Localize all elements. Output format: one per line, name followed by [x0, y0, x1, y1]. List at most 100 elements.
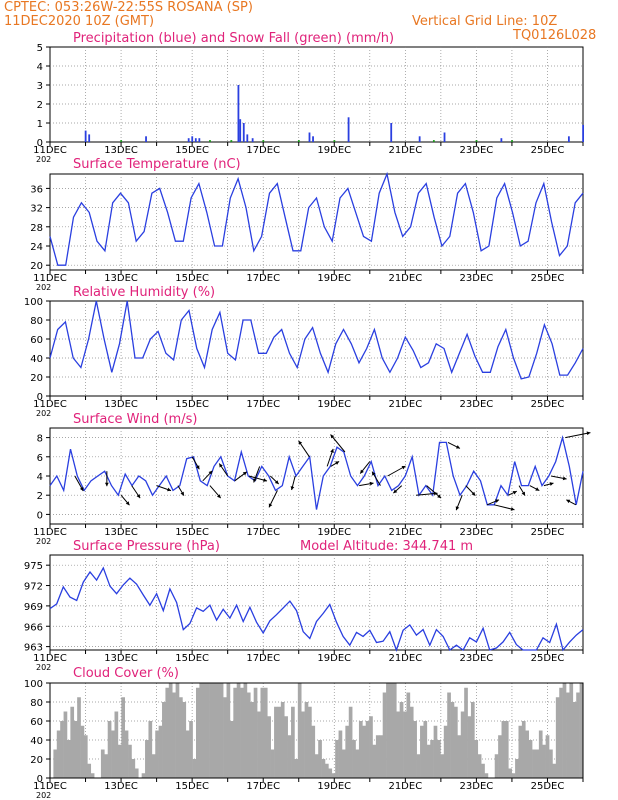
x-tick-label: 21DEC	[388, 527, 422, 538]
wind-arrow-head	[512, 490, 517, 495]
cloud-bar	[474, 740, 479, 778]
cloud-bar	[328, 768, 333, 778]
precip-bar	[567, 136, 570, 142]
panel-title: Surface Temperature (nC)	[73, 157, 241, 172]
cloud-bar	[70, 706, 75, 778]
cloud-bar	[162, 702, 166, 778]
cloud-bar	[277, 706, 282, 778]
x-tick-year: 202	[36, 537, 51, 546]
cloud-bar	[233, 687, 238, 778]
panel-frame	[49, 46, 584, 143]
wind-arrow-head	[586, 431, 591, 436]
x-tick-label: 11DEC	[33, 653, 67, 664]
x-tick-label: 11DEC	[33, 781, 67, 792]
cloud-bar	[494, 754, 499, 778]
y-tick-label: 24	[30, 242, 43, 253]
y-tick-label: 28	[30, 223, 43, 234]
x-tick-label: 11DEC	[33, 399, 67, 410]
panel-title: Surface Pressure (hPa)	[73, 539, 220, 554]
cloud-bar	[131, 759, 136, 778]
x-tick-year: 202	[36, 409, 51, 418]
model-code: TQ0126L028	[513, 28, 597, 43]
cloud-bar	[294, 759, 299, 778]
cloud-bar	[426, 744, 431, 778]
x-tick-label: 25DEC	[531, 399, 565, 410]
cloud-bar	[375, 735, 380, 778]
precip-bar	[347, 117, 350, 142]
grid-note: Vertical Grid Line: 10Z	[412, 14, 558, 29]
series-line	[49, 171, 584, 266]
location-title: CPTEC: 053:26W-22:55S ROSANA (SP)	[4, 0, 253, 15]
cloud-bar	[179, 697, 183, 778]
cloud-bar	[341, 749, 346, 778]
y-tick-label: 0	[37, 392, 43, 403]
x-tick-label: 23DEC	[460, 399, 494, 410]
cloud-bar	[576, 692, 580, 778]
x-tick-label: 25DEC	[531, 527, 565, 538]
wind-arrow	[565, 432, 591, 439]
precip-bar	[312, 136, 314, 142]
cloud-bar	[525, 730, 529, 778]
cloud-bar	[250, 702, 254, 778]
cloud-bar	[155, 730, 159, 778]
wind-arrow-head	[437, 494, 442, 499]
cloud-bar	[572, 702, 577, 778]
y-tick-label: 100	[24, 679, 43, 690]
precip-bar	[582, 124, 584, 142]
wind-arrow	[415, 492, 438, 496]
cloud-bar	[532, 749, 536, 778]
y-tick-label: 3	[37, 81, 43, 92]
panel-title: Cloud Cover (%)	[73, 666, 179, 681]
cloud-bar	[80, 725, 85, 778]
cloud-bar	[498, 735, 502, 778]
x-tick-year: 202	[36, 155, 51, 164]
cloud-bar	[481, 763, 485, 778]
cloud-bar	[413, 721, 417, 778]
y-tick-label: 963	[24, 643, 43, 654]
x-tick-label: 17DEC	[246, 527, 280, 538]
cloud-bar	[545, 735, 550, 778]
cloud-bar	[467, 716, 472, 778]
x-tick-label: 17DEC	[246, 781, 280, 792]
x-tick-label: 13DEC	[104, 653, 138, 664]
x-tick-label: 15DEC	[175, 399, 209, 410]
snow-bar	[209, 140, 211, 142]
cloud-bar	[430, 740, 434, 778]
cloud-bar	[518, 725, 523, 778]
x-tick-label: 21DEC	[388, 653, 422, 664]
x-tick-label: 13DEC	[104, 527, 138, 538]
wind-arrow-head	[268, 503, 273, 508]
cloud-bar	[63, 711, 68, 778]
wind-arrow-head	[274, 480, 279, 484]
cloud-bar	[521, 721, 526, 778]
wind-arrow-head	[216, 494, 221, 499]
x-tick-label: 19DEC	[317, 527, 351, 538]
panel-frame	[49, 682, 584, 779]
cloud-bar	[151, 754, 156, 778]
wind-arrow-head	[455, 445, 460, 449]
precip-bar	[187, 138, 190, 142]
wind-arrow-head	[242, 471, 247, 476]
cloud-bar	[555, 697, 560, 778]
cloud-bar	[579, 683, 584, 778]
y-tick-label: 2	[37, 100, 43, 111]
cloud-bar	[433, 725, 438, 778]
cloud-bar	[443, 725, 448, 778]
x-tick-label: 15DEC	[175, 653, 209, 664]
cloud-bar	[90, 773, 95, 778]
cloud-bar	[437, 740, 441, 778]
cloud-bar	[464, 687, 468, 778]
cloud-bar	[311, 725, 316, 778]
cloud-bar	[511, 773, 516, 778]
cloud-bar	[134, 768, 139, 778]
wind-arrow-head	[208, 470, 213, 475]
wind-arrow-head	[401, 466, 406, 470]
cloud-bar	[77, 697, 81, 778]
cloud-bar	[223, 697, 227, 778]
wind-arrow-head	[125, 501, 130, 506]
cloud-bar	[504, 721, 509, 778]
cloud-bar	[562, 683, 567, 778]
cloud-bar	[538, 730, 543, 778]
wind-arrow-head	[369, 481, 374, 486]
y-tick-label: 4	[37, 62, 43, 73]
